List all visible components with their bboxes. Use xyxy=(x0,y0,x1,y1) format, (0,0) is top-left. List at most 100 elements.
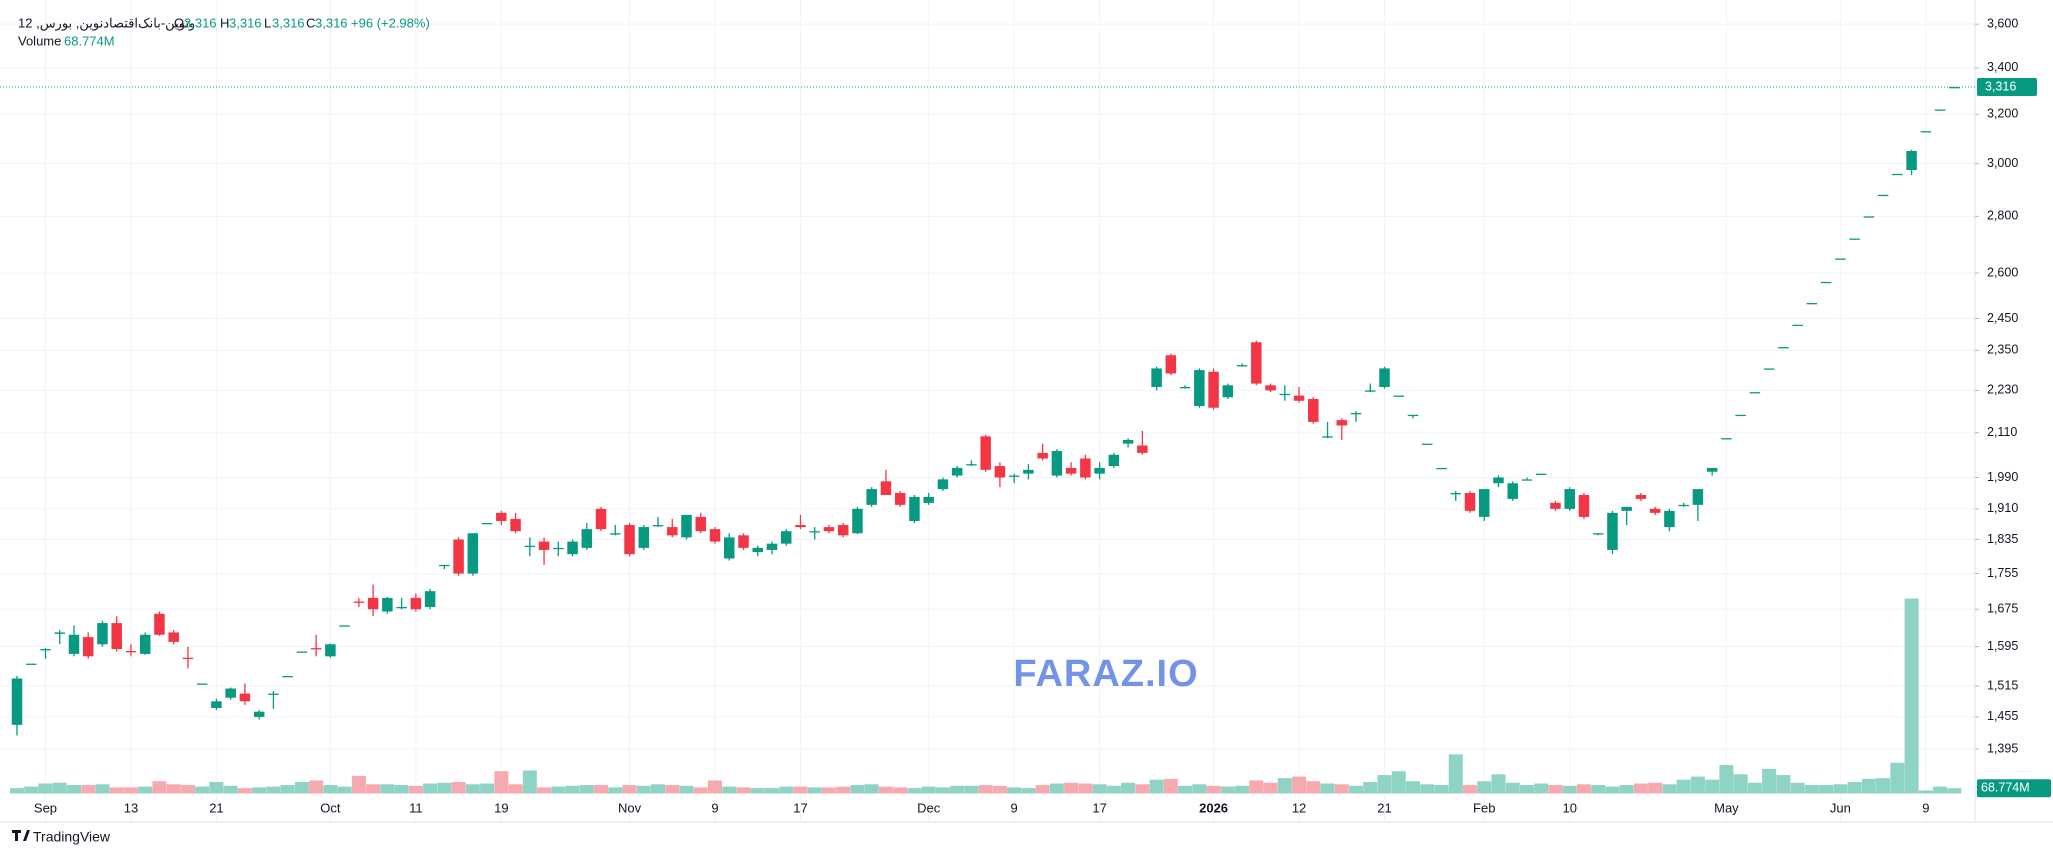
candle-body xyxy=(1222,385,1234,398)
volume-bar xyxy=(1163,778,1178,794)
volume-bar xyxy=(1078,783,1093,794)
x-tick-label: Oct xyxy=(320,800,341,815)
candle-body xyxy=(695,516,707,532)
volume-bar xyxy=(465,784,480,794)
volume-bar xyxy=(1548,785,1563,794)
candle-body xyxy=(595,508,607,530)
y-tick-label: 1,835 xyxy=(1987,532,2018,546)
candle-body xyxy=(624,525,635,555)
low-value: 3,316 xyxy=(272,15,305,30)
candle-body xyxy=(1835,258,1846,260)
x-tick-label: 21 xyxy=(1377,800,1391,815)
volume-bar xyxy=(394,785,409,794)
x-tick-label: 19 xyxy=(494,800,508,815)
volume-bar xyxy=(109,787,124,794)
open-label: O xyxy=(174,15,184,30)
volume-bar xyxy=(1363,781,1378,794)
candle-body xyxy=(11,678,23,725)
y-tick-label: 2,450 xyxy=(1987,311,2018,325)
y-tick-label: 1,990 xyxy=(1987,470,2018,484)
volume-bar xyxy=(1947,788,1962,794)
candle-body xyxy=(439,564,450,567)
candle-body xyxy=(1507,483,1518,499)
candle-body xyxy=(852,508,863,534)
volume-bar xyxy=(1890,762,1905,794)
volume-bar xyxy=(736,787,751,794)
volume-bar xyxy=(964,785,979,794)
volume-bar xyxy=(1505,782,1520,794)
candle-body xyxy=(239,693,251,702)
volume-bar xyxy=(950,785,965,794)
volume-bar xyxy=(850,785,865,794)
volume-bar xyxy=(878,786,893,794)
candle-body xyxy=(581,529,593,548)
candle-body xyxy=(496,512,507,521)
y-tick-label: 2,800 xyxy=(1987,209,2018,223)
candle-body xyxy=(667,527,678,536)
x-tick-label: 10 xyxy=(1562,800,1576,815)
candle-body xyxy=(1393,395,1405,397)
y-tick-label: 1,515 xyxy=(1987,678,2018,692)
candle-body xyxy=(1678,504,1689,507)
candle-body xyxy=(353,601,365,603)
candle-body xyxy=(510,518,521,532)
candle-body xyxy=(1906,150,1917,170)
candle-body xyxy=(111,623,122,650)
legend: وتوین-بانک‌اقتصادنوین, بورس, 12 O 3,316 … xyxy=(18,15,430,48)
volume-bar xyxy=(1377,775,1392,794)
volume-bar xyxy=(1391,771,1406,794)
volume-bar xyxy=(1092,784,1107,794)
volume-bar xyxy=(1876,778,1891,794)
candle-body xyxy=(424,591,436,607)
volume-bar xyxy=(1021,788,1036,794)
candle-body xyxy=(139,634,151,654)
candle-body xyxy=(268,693,279,695)
candle-body xyxy=(1051,451,1063,476)
candle-body xyxy=(1379,368,1390,387)
candle-body xyxy=(1735,414,1746,417)
candle-body xyxy=(780,531,792,544)
x-tick-label: 9 xyxy=(1922,800,1929,815)
candle-body xyxy=(567,541,578,555)
candle-body xyxy=(1863,216,1875,218)
candle-body xyxy=(1293,395,1305,401)
volume-bar xyxy=(579,785,594,794)
volume-bar xyxy=(451,781,466,794)
volume-bar xyxy=(1633,783,1648,794)
candle-body xyxy=(1635,494,1647,499)
volume-bar xyxy=(309,780,324,794)
candle-body xyxy=(481,522,493,525)
y-tick-label: 3,000 xyxy=(1987,156,2018,170)
volume-bar xyxy=(166,784,181,794)
candle-body xyxy=(410,597,422,610)
x-tick-label: 9 xyxy=(711,800,718,815)
candle-body xyxy=(453,539,464,574)
last-price-box xyxy=(1977,78,2037,97)
candle-body xyxy=(894,493,906,505)
last-volume-box xyxy=(1977,779,2051,798)
candle-body xyxy=(168,632,179,642)
volume-value: 68.774M xyxy=(64,33,115,48)
volume-bar xyxy=(1519,785,1534,794)
y-tick-label: 1,595 xyxy=(1987,639,2018,653)
volume-bar xyxy=(1733,774,1748,794)
volume-bar xyxy=(651,784,666,794)
x-tick-label: 12 xyxy=(1292,800,1306,815)
candle-body xyxy=(1080,458,1091,478)
candle-body xyxy=(837,525,849,536)
y-tick-label: 2,230 xyxy=(1987,383,2018,397)
volume-bar xyxy=(366,784,381,794)
candle-body xyxy=(1065,467,1077,474)
volume-bar xyxy=(665,785,680,794)
candle-body xyxy=(1721,438,1732,440)
candle-body xyxy=(1251,342,1262,384)
volume-bar xyxy=(779,786,794,794)
volume-bar xyxy=(1819,785,1834,794)
x-tick-label: 13 xyxy=(124,800,138,815)
watermark: FARAZ.IO xyxy=(1013,653,1198,695)
y-tick-label: 1,675 xyxy=(1987,602,2018,616)
x-tick-label: Nov xyxy=(618,800,642,815)
volume-bar xyxy=(622,785,637,794)
grid xyxy=(0,0,1975,822)
candle-body xyxy=(1550,502,1561,509)
